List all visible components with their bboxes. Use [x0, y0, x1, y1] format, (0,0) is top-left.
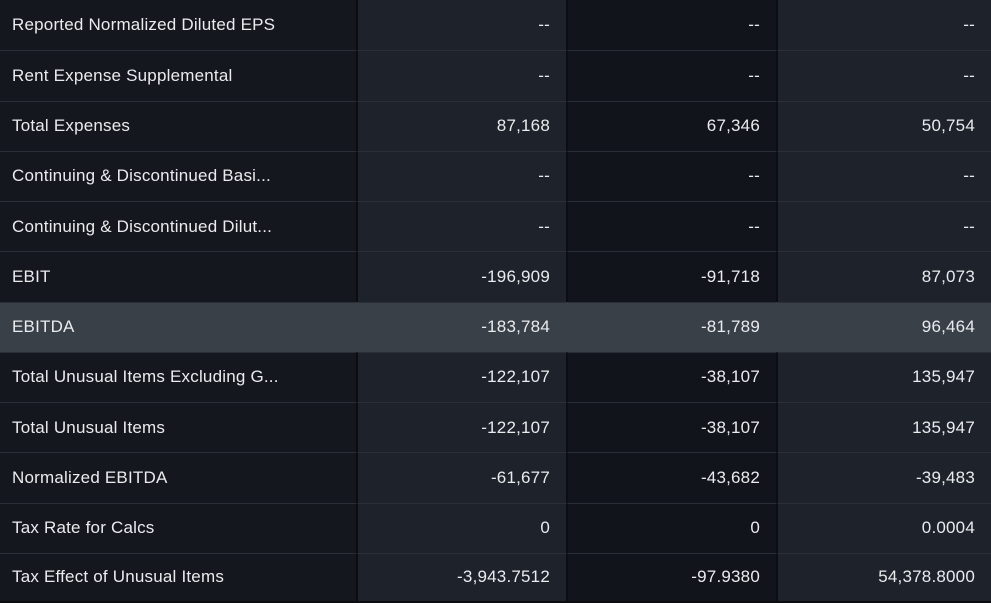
value-cell-col2: 0 — [566, 502, 776, 553]
value-cell-col2: -- — [566, 50, 776, 101]
value-cell-col2: 67,346 — [566, 100, 776, 151]
value-cell-col2: -- — [566, 0, 776, 51]
value-cell-col1: -- — [356, 201, 566, 252]
row-label: Tax Rate for Calcs — [0, 502, 356, 553]
table-row[interactable]: Normalized EBITDA -61,677 -43,682 -39,48… — [0, 452, 991, 503]
table-row[interactable]: EBITDA -183,784 -81,789 96,464 — [0, 301, 991, 352]
row-label: EBITDA — [0, 301, 356, 352]
value-cell-col2: -38,107 — [566, 351, 776, 402]
value-cell-col2: -- — [566, 150, 776, 201]
value-cell-col1: -3,943.7512 — [356, 552, 566, 603]
value-cell-col2: -97.9380 — [566, 552, 776, 603]
row-label: Normalized EBITDA — [0, 452, 356, 503]
value-cell-col1: -- — [356, 50, 566, 101]
table-row[interactable]: Total Unusual Items -122,107 -38,107 135… — [0, 402, 991, 453]
value-cell-col2: -91,718 — [566, 251, 776, 302]
table-row[interactable]: Rent Expense Supplemental -- -- -- — [0, 50, 991, 101]
table-row[interactable]: Tax Rate for Calcs 0 0 0.0004 — [0, 502, 991, 553]
row-label: Total Unusual Items Excluding G... — [0, 351, 356, 402]
value-cell-col1: -- — [356, 0, 566, 51]
table-row[interactable]: Reported Normalized Diluted EPS -- -- -- — [0, 0, 991, 51]
value-cell-col3: 96,464 — [776, 301, 991, 352]
value-cell-col1: -122,107 — [356, 351, 566, 402]
row-label: Continuing & Discontinued Basi... — [0, 150, 356, 201]
row-label: Continuing & Discontinued Dilut... — [0, 201, 356, 252]
row-label: Total Expenses — [0, 100, 356, 151]
value-cell-col3: 135,947 — [776, 402, 991, 453]
value-cell-col2: -- — [566, 201, 776, 252]
value-cell-col3: -- — [776, 150, 991, 201]
value-cell-col3: -- — [776, 0, 991, 51]
value-cell-col2: -38,107 — [566, 402, 776, 453]
table-row[interactable]: EBIT -196,909 -91,718 87,073 — [0, 251, 991, 302]
value-cell-col1: -122,107 — [356, 402, 566, 453]
row-label: Reported Normalized Diluted EPS — [0, 0, 356, 51]
table-row[interactable]: Tax Effect of Unusual Items -3,943.7512 … — [0, 552, 991, 603]
value-cell-col2: -43,682 — [566, 452, 776, 503]
value-cell-col1: 87,168 — [356, 100, 566, 151]
value-cell-col2: -81,789 — [566, 301, 776, 352]
value-cell-col1: -183,784 — [356, 301, 566, 352]
value-cell-col1: -61,677 — [356, 452, 566, 503]
value-cell-col3: 54,378.8000 — [776, 552, 991, 603]
value-cell-col1: -196,909 — [356, 251, 566, 302]
row-label: Rent Expense Supplemental — [0, 50, 356, 101]
value-cell-col3: -- — [776, 201, 991, 252]
value-cell-col1: -- — [356, 150, 566, 201]
row-label: EBIT — [0, 251, 356, 302]
value-cell-col3: 50,754 — [776, 100, 991, 151]
value-cell-col3: -39,483 — [776, 452, 991, 503]
table-row[interactable]: Continuing & Discontinued Basi... -- -- … — [0, 150, 991, 201]
table-row[interactable]: Total Unusual Items Excluding G... -122,… — [0, 351, 991, 402]
value-cell-col1: 0 — [356, 502, 566, 553]
value-cell-col3: -- — [776, 50, 991, 101]
row-label: Total Unusual Items — [0, 402, 356, 453]
row-label: Tax Effect of Unusual Items — [0, 552, 356, 603]
table-row[interactable]: Total Expenses 87,168 67,346 50,754 — [0, 100, 991, 151]
value-cell-col3: 87,073 — [776, 251, 991, 302]
value-cell-col3: 135,947 — [776, 351, 991, 402]
value-cell-col3: 0.0004 — [776, 502, 991, 553]
table-row[interactable]: Continuing & Discontinued Dilut... -- --… — [0, 201, 991, 252]
